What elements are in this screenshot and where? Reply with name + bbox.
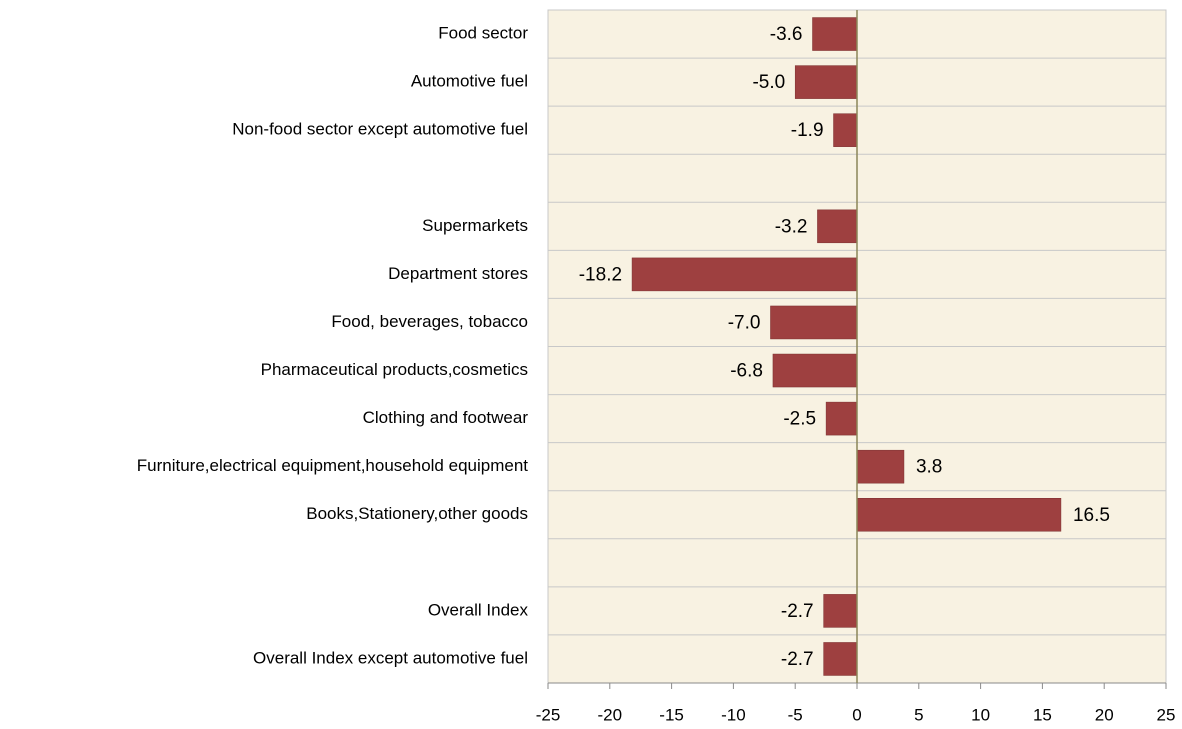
y-tick-label: Books,Stationery,other goods xyxy=(306,504,528,523)
y-tick-label: Non-food sector except automotive fuel xyxy=(232,120,528,139)
bar xyxy=(770,305,858,340)
x-tick-label: -20 xyxy=(598,705,623,724)
y-tick-label: Furniture,electrical equipment,household… xyxy=(137,456,529,475)
y-tick-label: Automotive fuel xyxy=(411,72,528,91)
value-label: -6.8 xyxy=(730,361,763,382)
x-tick-label: -10 xyxy=(721,705,746,724)
bar xyxy=(812,17,858,51)
y-tick-label: Clothing and footwear xyxy=(363,408,529,427)
x-tick-label: -25 xyxy=(536,705,561,724)
bar xyxy=(817,209,858,244)
value-label: -18.2 xyxy=(579,264,622,285)
bar xyxy=(823,594,858,628)
y-tick-label: Supermarkets xyxy=(422,216,528,235)
bar xyxy=(772,353,858,388)
value-label: -3.2 xyxy=(775,216,808,237)
x-tick-label: 25 xyxy=(1157,705,1176,724)
bar xyxy=(833,113,858,147)
value-label: -7.0 xyxy=(728,312,761,333)
value-label: -2.7 xyxy=(781,649,814,670)
value-label: 16.5 xyxy=(1073,505,1110,526)
x-tick-label: -15 xyxy=(659,705,684,724)
y-tick-label: Department stores xyxy=(388,264,528,283)
x-tick-label: 15 xyxy=(1033,705,1052,724)
x-tick-label: -5 xyxy=(788,705,803,724)
y-tick-label: Overall Index except automotive fuel xyxy=(253,648,528,667)
bar xyxy=(825,401,858,436)
y-tick-label: Pharmaceutical products,cosmetics xyxy=(261,360,528,379)
bar xyxy=(823,642,858,676)
y-tick-label: Food sector xyxy=(438,24,528,43)
y-tick-label: Overall Index xyxy=(428,600,529,619)
x-tick-label: 20 xyxy=(1095,705,1114,724)
bar xyxy=(856,498,1062,532)
value-label: -2.7 xyxy=(781,601,814,622)
x-tick-label: 0 xyxy=(852,705,861,724)
value-label: -5.0 xyxy=(752,72,785,93)
y-tick-label: Food, beverages, tobacco xyxy=(331,312,528,331)
bar xyxy=(856,449,905,484)
value-label: -1.9 xyxy=(791,120,824,141)
x-tick-label: 5 xyxy=(914,705,923,724)
x-tick-label: 10 xyxy=(971,705,990,724)
value-label: -3.6 xyxy=(770,24,803,45)
bar xyxy=(631,257,858,292)
value-label: -2.5 xyxy=(783,409,816,430)
bar xyxy=(794,65,858,99)
value-label: 3.8 xyxy=(916,457,942,478)
